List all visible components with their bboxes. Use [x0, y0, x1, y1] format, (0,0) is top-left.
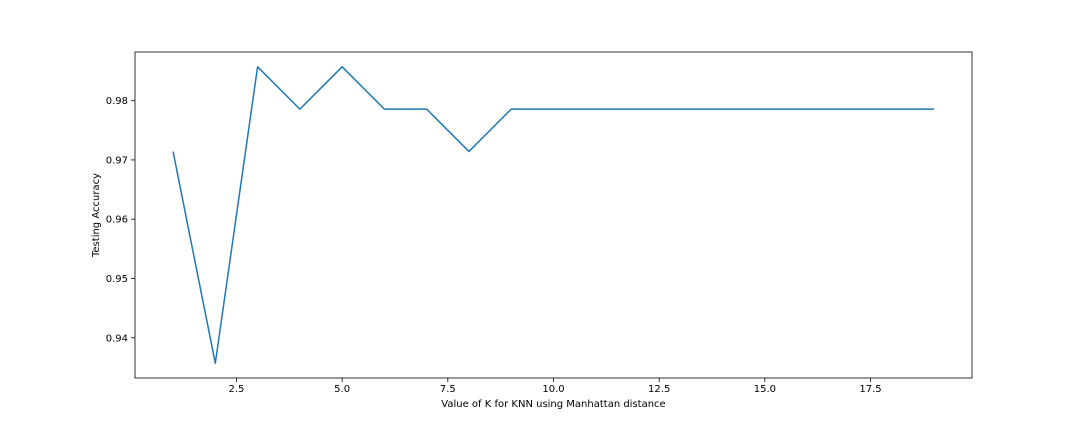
- series-line: [172, 66, 934, 364]
- x-tick-label: 10.0: [542, 384, 564, 395]
- y-tick-label: 0.96: [106, 215, 128, 226]
- x-tick-label: 15.0: [754, 384, 776, 395]
- y-tick-label: 0.98: [106, 96, 128, 107]
- x-axis-ticks: 2.5 5.0 7.5 10.0 12.5 15.0 17.5: [229, 378, 882, 395]
- y-tick-label: 0.97: [106, 155, 128, 166]
- x-tick-label: 7.5: [440, 384, 456, 395]
- series-layer: [172, 66, 934, 364]
- x-tick-label: 12.5: [648, 384, 670, 395]
- x-tick-label: 5.0: [334, 384, 350, 395]
- x-tick-label: 2.5: [229, 384, 245, 395]
- y-axis-label: Testing Accuracy: [91, 173, 102, 258]
- y-tick-label: 0.94: [106, 333, 128, 344]
- y-tick-label: 0.95: [106, 274, 128, 285]
- plot-area-frame: [134, 51, 973, 379]
- y-axis-ticks: 0.94 0.95 0.96 0.97 0.98: [106, 96, 135, 344]
- plot-area-background: [135, 52, 972, 378]
- x-tick-label: 17.5: [859, 384, 881, 395]
- x-axis-label: Value of K for KNN using Manhattan dista…: [441, 399, 665, 410]
